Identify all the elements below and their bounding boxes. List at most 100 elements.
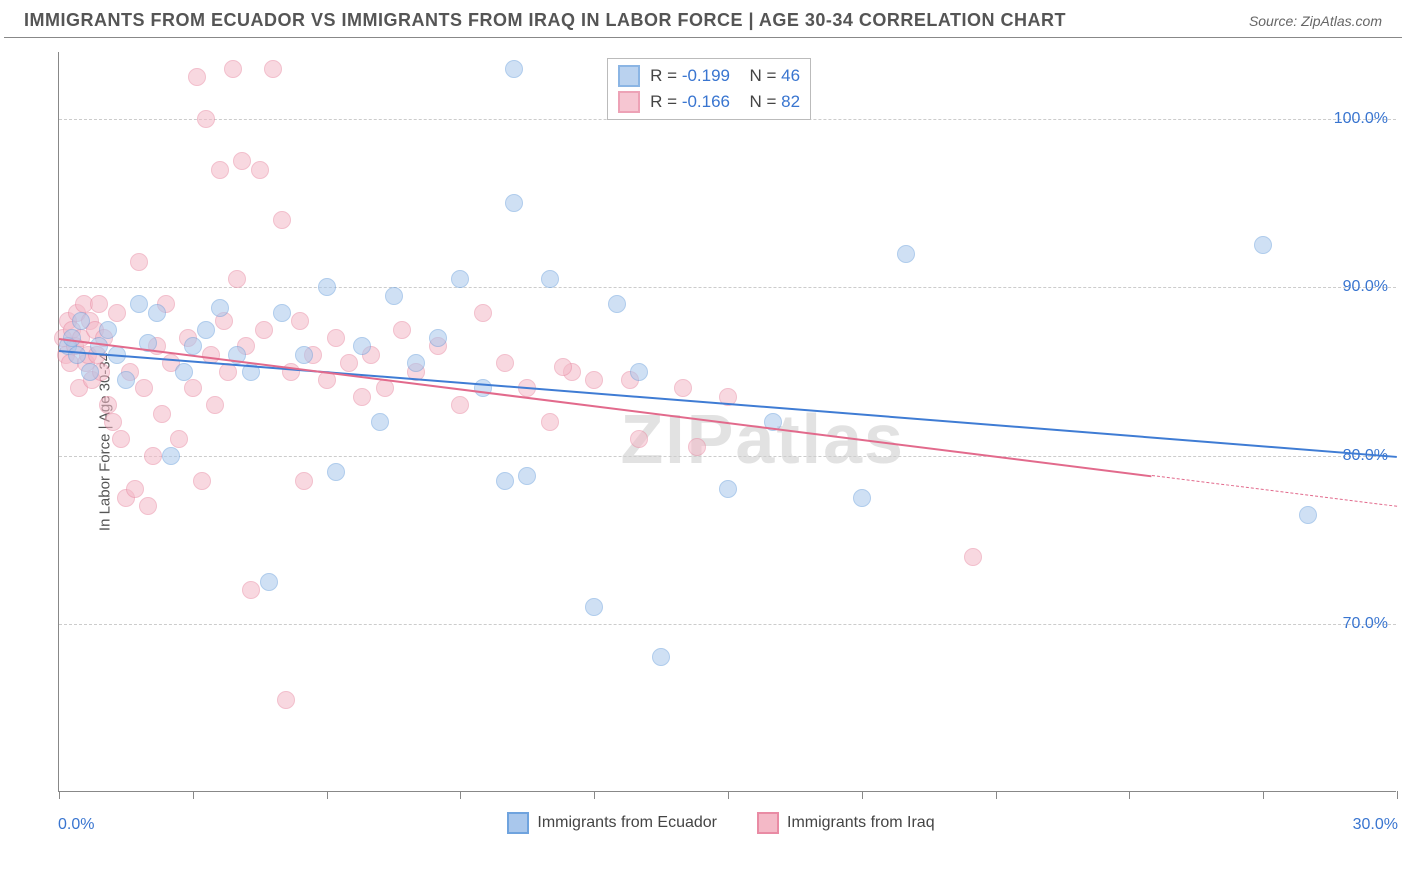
stat-n: N = 82 <box>740 92 800 112</box>
scatter-point-ecuador <box>353 337 371 355</box>
scatter-point-ecuador <box>148 304 166 322</box>
gridline <box>59 287 1396 288</box>
x-tick <box>59 791 60 799</box>
trendline-dash-iraq <box>1152 475 1397 507</box>
scatter-point-iraq <box>170 430 188 448</box>
scatter-point-iraq <box>393 321 411 339</box>
scatter-point-ecuador <box>1299 506 1317 524</box>
bottom-legend: 0.0% Immigrants from Ecuador Immigrants … <box>46 812 1396 834</box>
x-axis-max-label: 30.0% <box>1353 816 1398 834</box>
scatter-point-ecuador <box>451 270 469 288</box>
x-tick <box>193 791 194 799</box>
scatter-point-iraq <box>224 60 242 78</box>
scatter-point-ecuador <box>130 295 148 313</box>
scatter-point-iraq <box>474 304 492 322</box>
scatter-point-iraq <box>197 110 215 128</box>
scatter-point-iraq <box>264 60 282 78</box>
scatter-point-ecuador <box>184 337 202 355</box>
scatter-point-ecuador <box>385 287 403 305</box>
scatter-point-iraq <box>376 379 394 397</box>
y-tick-label: 100.0% <box>1334 110 1388 128</box>
scatter-point-iraq <box>630 430 648 448</box>
scatter-point-iraq <box>211 161 229 179</box>
scatter-point-iraq <box>144 447 162 465</box>
x-tick <box>460 791 461 799</box>
y-tick-label: 70.0% <box>1343 615 1388 633</box>
y-tick-label: 90.0% <box>1343 278 1388 296</box>
scatter-point-iraq <box>327 329 345 347</box>
stats-row: R = -0.166 N = 82 <box>618 89 800 115</box>
square-icon <box>618 65 640 87</box>
chart-title: IMMIGRANTS FROM ECUADOR VS IMMIGRANTS FR… <box>24 10 1066 31</box>
legend-label-ecuador: Immigrants from Ecuador <box>537 814 717 832</box>
scatter-point-ecuador <box>117 371 135 389</box>
scatter-point-iraq <box>153 405 171 423</box>
scatter-point-iraq <box>585 371 603 389</box>
scatter-point-iraq <box>184 379 202 397</box>
scatter-point-ecuador <box>162 447 180 465</box>
scatter-point-iraq <box>104 413 122 431</box>
square-icon <box>507 812 529 834</box>
stats-legend: R = -0.199 N = 46R = -0.166 N = 82 <box>607 58 811 120</box>
scatter-point-iraq <box>496 354 514 372</box>
gridline <box>59 456 1396 457</box>
scatter-point-iraq <box>541 413 559 431</box>
scatter-point-iraq <box>99 396 117 414</box>
stat-r: R = -0.199 <box>650 66 730 86</box>
legend-item-ecuador: Immigrants from Ecuador <box>507 812 717 834</box>
x-tick <box>862 791 863 799</box>
scatter-point-iraq <box>353 388 371 406</box>
scatter-point-ecuador <box>72 312 90 330</box>
scatter-point-iraq <box>112 430 130 448</box>
scatter-point-iraq <box>964 548 982 566</box>
x-tick <box>1129 791 1130 799</box>
scatter-point-ecuador <box>630 363 648 381</box>
scatter-point-iraq <box>295 472 313 490</box>
scatter-point-ecuador <box>652 648 670 666</box>
scatter-point-ecuador <box>273 304 291 322</box>
scatter-point-iraq <box>674 379 692 397</box>
scatter-point-ecuador <box>853 489 871 507</box>
scatter-point-ecuador <box>429 329 447 347</box>
square-icon <box>618 91 640 113</box>
chart-header: IMMIGRANTS FROM ECUADOR VS IMMIGRANTS FR… <box>4 0 1402 38</box>
scatter-point-ecuador <box>608 295 626 313</box>
scatter-point-iraq <box>251 161 269 179</box>
scatter-point-ecuador <box>295 346 313 364</box>
chart-source: Source: ZipAtlas.com <box>1249 13 1382 29</box>
scatter-point-ecuador <box>327 463 345 481</box>
x-tick <box>1263 791 1264 799</box>
scatter-point-iraq <box>291 312 309 330</box>
x-tick <box>327 791 328 799</box>
scatter-point-iraq <box>126 480 144 498</box>
x-tick <box>728 791 729 799</box>
stats-row: R = -0.199 N = 46 <box>618 63 800 89</box>
x-axis-min-label: 0.0% <box>58 816 94 834</box>
scatter-point-ecuador <box>518 467 536 485</box>
scatter-point-iraq <box>108 304 126 322</box>
scatter-point-ecuador <box>68 346 86 364</box>
scatter-point-ecuador <box>99 321 117 339</box>
scatter-point-ecuador <box>211 299 229 317</box>
scatter-point-iraq <box>340 354 358 372</box>
scatter-point-iraq <box>233 152 251 170</box>
scatter-point-iraq <box>90 295 108 313</box>
scatter-point-iraq <box>188 68 206 86</box>
scatter-point-iraq <box>277 691 295 709</box>
scatter-point-ecuador <box>585 598 603 616</box>
scatter-point-ecuador <box>1254 236 1272 254</box>
scatter-point-iraq <box>135 379 153 397</box>
scatter-point-ecuador <box>81 363 99 381</box>
scatter-point-iraq <box>255 321 273 339</box>
x-tick <box>1397 791 1398 799</box>
scatter-point-ecuador <box>318 278 336 296</box>
scatter-point-iraq <box>206 396 224 414</box>
scatter-point-iraq <box>242 581 260 599</box>
scatter-point-iraq <box>130 253 148 271</box>
scatter-point-iraq <box>139 497 157 515</box>
scatter-point-ecuador <box>197 321 215 339</box>
chart-area: In Labor Force | Age 30-34 ZIPatlas 70.0… <box>46 52 1396 832</box>
scatter-point-iraq <box>193 472 211 490</box>
scatter-point-ecuador <box>496 472 514 490</box>
legend-label-iraq: Immigrants from Iraq <box>787 814 935 832</box>
